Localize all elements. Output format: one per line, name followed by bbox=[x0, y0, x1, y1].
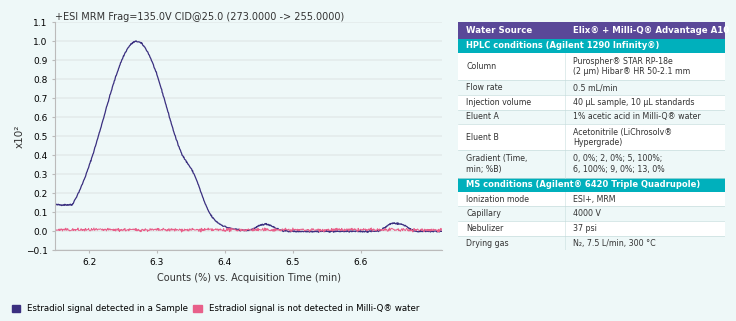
FancyBboxPatch shape bbox=[459, 206, 725, 221]
Text: Injection volume: Injection volume bbox=[467, 98, 531, 107]
Text: Eluent A: Eluent A bbox=[467, 112, 499, 121]
Text: Acetonitrile (LiChrosolv®
Hypergrade): Acetonitrile (LiChrosolv® Hypergrade) bbox=[573, 127, 672, 147]
FancyBboxPatch shape bbox=[459, 150, 725, 178]
Text: HPLC conditions (Agilent 1290 Infinity®): HPLC conditions (Agilent 1290 Infinity®) bbox=[467, 41, 659, 50]
Text: Nebulizer: Nebulizer bbox=[467, 224, 503, 233]
Text: Ionization mode: Ionization mode bbox=[467, 195, 529, 204]
FancyBboxPatch shape bbox=[459, 22, 725, 39]
Text: Capillary: Capillary bbox=[467, 209, 501, 218]
FancyBboxPatch shape bbox=[459, 39, 725, 53]
Text: 37 psi: 37 psi bbox=[573, 224, 597, 233]
FancyBboxPatch shape bbox=[459, 178, 725, 192]
FancyBboxPatch shape bbox=[459, 109, 725, 124]
Text: N₂, 7.5 L/min, 300 °C: N₂, 7.5 L/min, 300 °C bbox=[573, 239, 656, 247]
Text: 40 μL sample, 10 μL standards: 40 μL sample, 10 μL standards bbox=[573, 98, 695, 107]
Y-axis label: x10²: x10² bbox=[14, 125, 24, 148]
FancyBboxPatch shape bbox=[459, 236, 725, 250]
Text: 4000 V: 4000 V bbox=[573, 209, 601, 218]
FancyBboxPatch shape bbox=[459, 124, 725, 150]
Text: 1% acetic acid in Milli-Q® water: 1% acetic acid in Milli-Q® water bbox=[573, 112, 701, 121]
Text: MS conditions (Agilent® 6420 Triple Quadrupole): MS conditions (Agilent® 6420 Triple Quad… bbox=[467, 180, 701, 189]
FancyBboxPatch shape bbox=[459, 221, 725, 236]
Text: Purospher® STAR RP-18e
(2 μm) Hibar® HR 50-2.1 mm: Purospher® STAR RP-18e (2 μm) Hibar® HR … bbox=[573, 57, 690, 76]
Text: +ESI MRM Frag=135.0V CID@25.0 (273.0000 -> 255.0000): +ESI MRM Frag=135.0V CID@25.0 (273.0000 … bbox=[55, 12, 344, 22]
FancyBboxPatch shape bbox=[459, 80, 725, 95]
FancyBboxPatch shape bbox=[459, 53, 725, 80]
Text: Column: Column bbox=[467, 62, 496, 71]
Text: Water Source: Water Source bbox=[467, 26, 533, 35]
Text: Elix® + Milli-Q® Advantage A10: Elix® + Milli-Q® Advantage A10 bbox=[573, 26, 729, 35]
Text: Drying gas: Drying gas bbox=[467, 239, 509, 247]
Text: Eluent B: Eluent B bbox=[467, 133, 499, 142]
Text: 0, 0%; 2, 0%; 5, 100%;
6, 100%; 9, 0%; 13, 0%: 0, 0%; 2, 0%; 5, 100%; 6, 100%; 9, 0%; 1… bbox=[573, 154, 665, 174]
Text: Gradient (Time,
min; %B): Gradient (Time, min; %B) bbox=[467, 154, 528, 174]
FancyBboxPatch shape bbox=[459, 192, 725, 206]
Text: Flow rate: Flow rate bbox=[467, 83, 503, 92]
Text: 0.5 mL/min: 0.5 mL/min bbox=[573, 83, 618, 92]
FancyBboxPatch shape bbox=[459, 95, 725, 109]
Text: ESI+, MRM: ESI+, MRM bbox=[573, 195, 615, 204]
Legend: Estradiol signal detected in a Sample, Estradiol signal is not detected in Milli: Estradiol signal detected in a Sample, E… bbox=[12, 305, 420, 314]
X-axis label: Counts (%) vs. Acquisition Time (min): Counts (%) vs. Acquisition Time (min) bbox=[157, 273, 341, 282]
